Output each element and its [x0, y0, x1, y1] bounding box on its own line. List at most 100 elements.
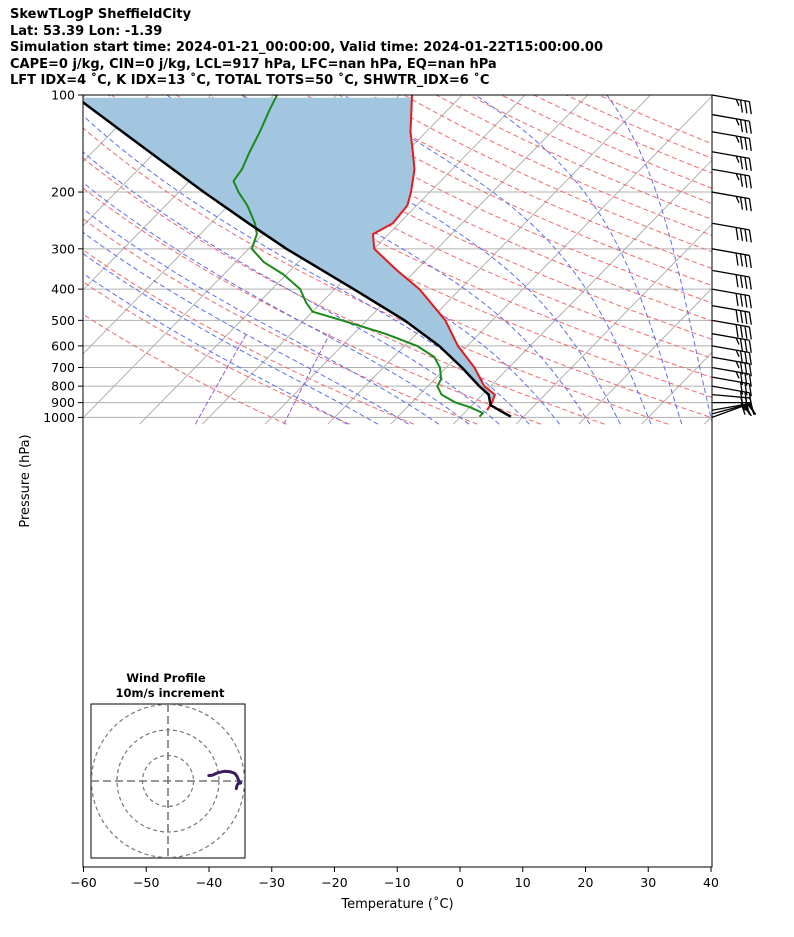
x-tick-label: 10 — [515, 875, 531, 890]
y-tick-label: 400 — [51, 282, 75, 297]
wind-barb — [711, 366, 752, 387]
barb-staff — [711, 356, 750, 365]
barb-feather — [748, 138, 752, 151]
x-tick-label: −60 — [70, 875, 96, 890]
wind-barb — [711, 168, 752, 189]
wind-barb — [711, 131, 752, 151]
barb-feather — [744, 311, 748, 325]
barb-feather — [739, 99, 744, 113]
barb-feather — [739, 362, 744, 375]
barb-feather — [739, 196, 744, 210]
dry-adiabat — [176, 95, 712, 359]
barb-feather — [744, 362, 748, 376]
isotherm-line — [327, 95, 651, 425]
dewpoint-line — [232, 95, 484, 418]
barb-staff — [711, 94, 750, 103]
barb-staff — [711, 393, 750, 399]
dry-adiabat — [565, 95, 712, 159]
x-tick-label: 40 — [703, 875, 719, 890]
barb-feather — [748, 326, 752, 340]
temperature-line — [372, 95, 496, 411]
y-tick-label: 200 — [51, 185, 75, 200]
barb-feather — [748, 101, 752, 115]
barb-feather — [744, 294, 748, 308]
barb-staff — [711, 319, 750, 328]
barb-feather — [735, 274, 739, 288]
barb-feather — [735, 293, 739, 306]
barb-feather — [748, 175, 752, 189]
wind-barb — [711, 304, 752, 325]
moist-adiabat — [83, 252, 379, 425]
barb-feather — [748, 229, 752, 243]
barb-feather — [744, 175, 748, 188]
moist-adiabat — [83, 272, 348, 425]
x-tick-label: 0 — [456, 875, 464, 890]
isotherm-line — [641, 351, 712, 425]
barb-feather — [735, 361, 740, 369]
wind-barb — [711, 356, 752, 377]
barb-feather — [744, 197, 748, 211]
mixing-ratio-line — [283, 333, 331, 425]
barb-staff — [711, 345, 750, 354]
barb-feather — [748, 295, 752, 309]
barb-feather — [735, 227, 739, 241]
barb-feather — [735, 252, 739, 266]
dry-adiabat — [598, 95, 712, 145]
dry-adiabat — [533, 95, 712, 174]
y-tick-label: 100 — [51, 88, 75, 103]
barb-feather — [739, 310, 744, 324]
barb-feather — [744, 120, 748, 133]
moist-adiabat — [83, 151, 500, 425]
barb-staff — [711, 168, 750, 177]
time-line: Simulation start time: 2024-01-21_00:00:… — [10, 40, 603, 55]
barb-feather — [735, 196, 740, 204]
isotherm-line — [578, 287, 712, 425]
barb-feather — [739, 119, 744, 133]
barb-staff — [711, 269, 750, 278]
wind-barb — [711, 222, 752, 243]
location-line: Lat: 53.39 Lon: -1.39 — [10, 23, 163, 39]
x-tick-label: −40 — [196, 875, 222, 890]
x-tick-label: 20 — [578, 875, 594, 890]
barb-staff — [711, 288, 750, 297]
y-tick-label: 300 — [51, 241, 75, 256]
barb-feather — [735, 309, 739, 323]
background-lines — [83, 95, 712, 425]
barb-staff — [711, 151, 750, 160]
dry-adiabat — [208, 95, 712, 340]
chart-title: SkewTLogP SheffieldCity — [10, 7, 192, 22]
cape-area — [83, 97, 495, 406]
moist-adiabat — [83, 114, 530, 425]
barb-feather — [744, 339, 748, 353]
moist-adiabat — [343, 95, 652, 425]
barb-feather — [739, 338, 744, 352]
barb-feather — [744, 276, 748, 289]
y-tick-label: 900 — [51, 395, 75, 410]
barb-staff — [711, 385, 750, 394]
barb-staff — [711, 113, 750, 122]
moist-adiabat — [83, 208, 440, 425]
barb-feather — [748, 312, 752, 325]
x-axis-label: Temperature (˚C) — [340, 896, 453, 912]
isotherm-line — [83, 95, 149, 163]
wind-barb — [711, 248, 752, 269]
wind-barb — [711, 113, 752, 134]
dry-adiabat — [403, 95, 712, 236]
barb-feather — [744, 157, 748, 171]
barb-staff — [711, 333, 750, 341]
isotherm-line — [390, 95, 712, 425]
wind-barb — [711, 288, 752, 309]
dry-adiabat — [83, 187, 542, 425]
barb-feather — [744, 254, 748, 268]
wind-barb — [711, 269, 752, 290]
dry-adiabat — [273, 95, 712, 304]
hodograph-subtitle: 10m/s increment — [116, 686, 225, 700]
dry-adiabat — [306, 95, 712, 287]
barb-feather — [739, 136, 744, 150]
barb-feather — [735, 135, 740, 143]
chart-header: SkewTLogP SheffieldCity Lat: 53.39 Lon: … — [10, 7, 603, 90]
barb-feather — [739, 275, 744, 289]
barb-feather — [739, 391, 744, 404]
